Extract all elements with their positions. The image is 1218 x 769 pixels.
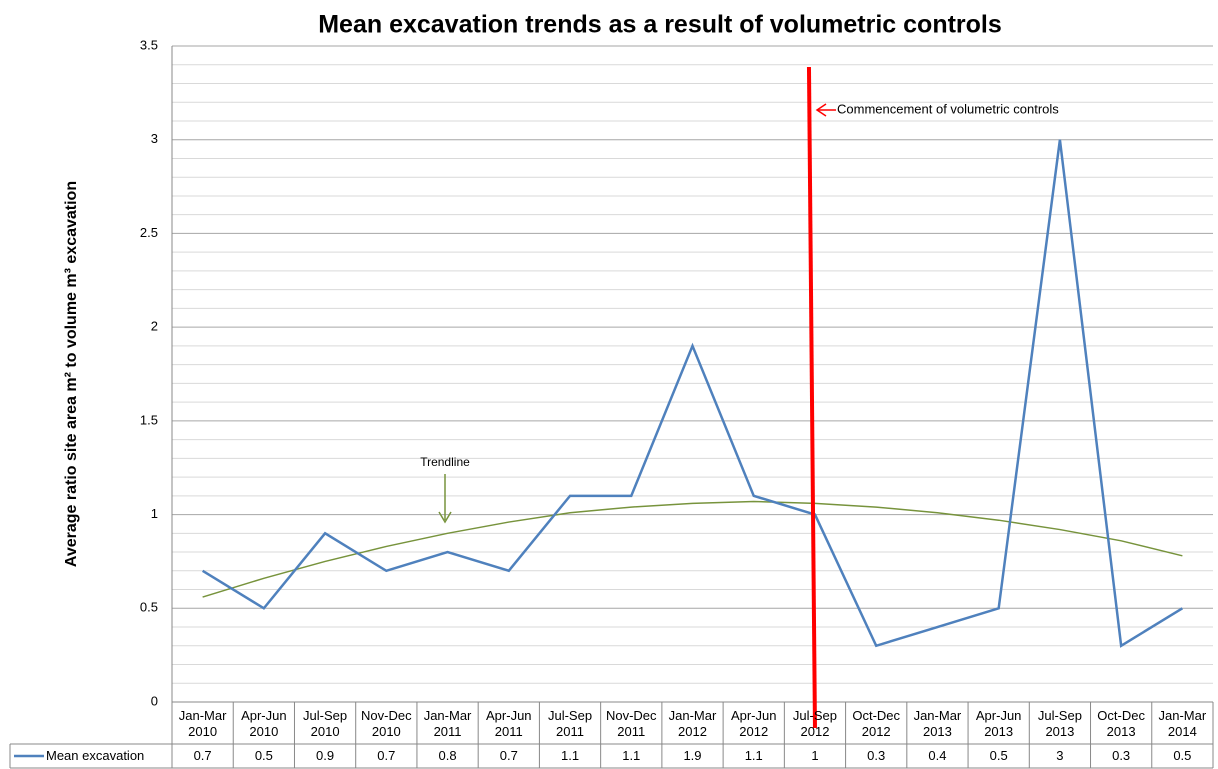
y-tick-label: 1 bbox=[151, 506, 158, 521]
x-tick-label: Nov-Dec 2011 bbox=[605, 707, 657, 739]
chart-title: Mean excavation trends as a result of vo… bbox=[318, 11, 1002, 39]
x-tick-label: Jul-Sep 2011 bbox=[547, 707, 593, 739]
table-value: 1.9 bbox=[683, 748, 702, 763]
x-tick-label: Apr-Jun 2010 bbox=[241, 707, 287, 739]
legend-label: Mean excavation bbox=[46, 748, 145, 763]
table-value: 1.1 bbox=[622, 748, 641, 763]
table-value: 0.7 bbox=[377, 748, 396, 763]
x-tick-label: Jan-Mar 2013 bbox=[913, 707, 962, 739]
table-value: 3 bbox=[1056, 748, 1064, 763]
series-line bbox=[201, 139, 1184, 648]
x-tick-label: Apr-Jun 2011 bbox=[486, 707, 532, 739]
x-tick-label: Jan-Mar 2011 bbox=[423, 707, 472, 739]
x-tick-label: Jul-Sep 2013 bbox=[1037, 707, 1082, 739]
table-value: 0.7 bbox=[193, 748, 212, 763]
table-value: 0.7 bbox=[499, 748, 518, 763]
x-tick-label: Apr-Jun 2013 bbox=[975, 707, 1022, 739]
table-value: 0.8 bbox=[438, 748, 457, 763]
table-value: 0.4 bbox=[928, 748, 947, 763]
y-tick-label: 0 bbox=[151, 693, 158, 708]
trendline-label: Trendline bbox=[420, 455, 470, 469]
y-tick-label: 2.5 bbox=[140, 225, 158, 240]
y-tick-label: 0.5 bbox=[140, 600, 158, 615]
marker-line bbox=[806, 66, 817, 729]
x-tick-label: Jan-Mar 2010 bbox=[178, 707, 227, 739]
marker-label: Commencement of volumetric controls bbox=[837, 101, 1059, 116]
trendline-arrow-head bbox=[438, 511, 452, 524]
trendline bbox=[202, 500, 1183, 598]
table-value: 0.5 bbox=[254, 748, 273, 763]
marker-arrow-head bbox=[815, 103, 827, 117]
table-value: 1.1 bbox=[560, 748, 580, 763]
y-axis-label: Average ratio site area m² to volume m³ … bbox=[63, 181, 80, 567]
table-value: 0.3 bbox=[1112, 748, 1131, 763]
y-tick-label: 1.5 bbox=[140, 412, 158, 427]
table-value: 0.5 bbox=[989, 748, 1008, 763]
x-tick-label: Jan-Mar 2012 bbox=[668, 707, 717, 739]
table-value: 1.1 bbox=[744, 748, 763, 763]
x-tick-label: Jul-Sep 2010 bbox=[303, 707, 348, 739]
y-tick-label: 2 bbox=[151, 319, 158, 334]
table-value: 0.9 bbox=[316, 748, 335, 763]
x-tick-label: Oct-Dec 2012 bbox=[852, 707, 901, 739]
table-value: 0.3 bbox=[867, 748, 886, 763]
x-tick-label: Nov-Dec 2010 bbox=[361, 707, 412, 739]
table-value: 1 bbox=[811, 748, 819, 763]
y-tick-label: 3.5 bbox=[140, 37, 158, 52]
x-tick-label: Apr-Jun 2012 bbox=[730, 707, 777, 739]
table-value: 0.5 bbox=[1173, 748, 1192, 763]
x-tick-label: Jul-Sep 2012 bbox=[792, 707, 837, 739]
y-tick-label: 3 bbox=[151, 131, 158, 146]
x-tick-label: Jan-Mar 2014 bbox=[1158, 707, 1207, 739]
x-tick-label: Oct-Dec 2013 bbox=[1097, 707, 1145, 739]
